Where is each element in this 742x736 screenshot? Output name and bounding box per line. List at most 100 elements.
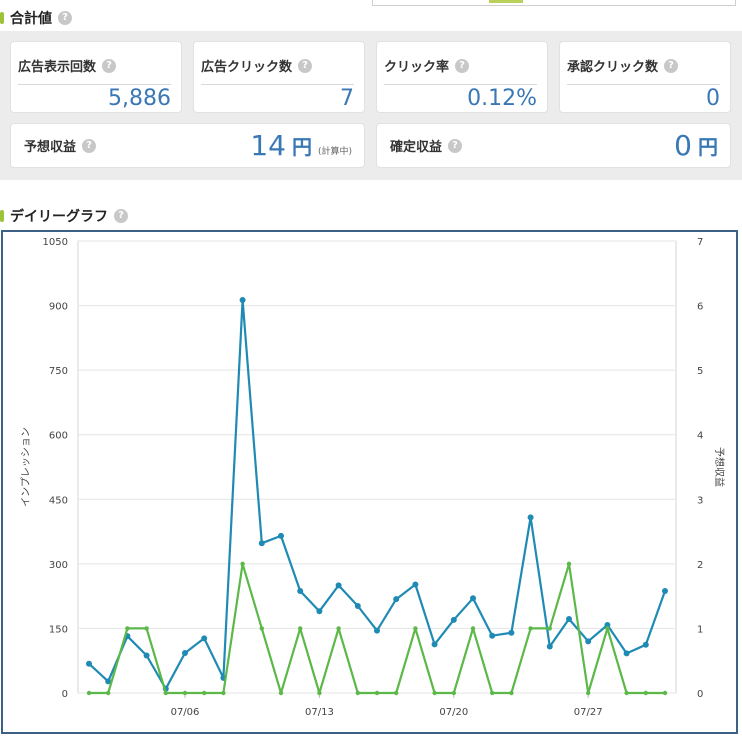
question-circle-icon[interactable]: ? [664,58,679,73]
y-right-tick-label: 0 [697,689,703,700]
question-circle-icon[interactable]: ? [102,58,117,73]
ad-clicks-card: 広告クリック数 ? 7 [193,41,365,113]
y-right-axis-label: 予想収益 [713,447,726,487]
impressions-data-point [316,608,323,615]
question-circle-icon[interactable]: ? [298,58,313,73]
plot-area [77,240,677,694]
revenue-data-point [528,626,533,631]
impressions-data-point [143,652,150,659]
impressions-data-point [239,296,246,303]
daily-chart: 0 150 300 450 600 750 900 1050 0 1 2 3 4 5 6 7 07/06 07/1… [20,237,726,718]
revenue-data-point [240,561,245,567]
y-left-tick-label: 900 [49,302,68,313]
x-tick-label: 07/13 [305,707,334,718]
ctr-label: クリック率 [384,60,450,75]
revenue-data-point [221,690,226,696]
question-circle-icon[interactable]: ? [448,138,463,153]
question-circle-icon[interactable]: ? [455,58,470,73]
active-tab-indicator [489,0,523,3]
impressions-data-point [450,616,457,623]
calculating-note: (計算中) [317,147,352,157]
estimated-revenue-amount: 14 円 (計算中) [250,124,352,167]
confirmed-revenue-label: 確定収益 [390,140,443,155]
revenue-data-point [86,690,92,696]
y-right-tick-label: 1 [697,624,703,635]
impressions-data-point [105,678,112,685]
approved-clicks-value: 0 [706,86,720,111]
approved-clicks-card: 承認クリック数 ? 0 [559,41,731,113]
impressions-data-point [354,603,361,610]
x-tick-label: 07/20 [439,707,468,718]
estimated-revenue-unit: 円 [291,135,312,159]
revenue-data-point [182,690,188,696]
estimated-revenue-value: 14 [250,129,286,162]
section-marker [0,12,4,24]
revenue-data-point [163,690,168,696]
question-circle-icon[interactable]: ? [58,11,72,25]
revenue-data-point [509,690,514,696]
summary-panel: 広告表示回数 ? 5,886 広告クリック数 ? 7 クリック率 ? 0.12%… [0,31,742,180]
revenue-data-point [662,690,668,696]
revenue-data-point [202,690,207,696]
impressions-data-point [662,587,668,594]
ad-clicks-label: 広告クリック数 [201,60,293,75]
revenue-data-point [355,690,360,696]
confirmed-revenue-amount: 0 円 [674,124,718,167]
y-right-tick-label: 3 [697,495,703,506]
impressions-data-point [566,615,572,622]
approved-clicks-label-wrap: 承認クリック数 ? [567,56,679,75]
summary-section-title: 合計値 ? [0,8,72,28]
impressions-data-point [623,650,630,657]
revenue-data-point [394,690,399,696]
impressions-data-point [470,595,476,602]
impressions-data-point [642,641,649,648]
y-right-tick-label: 7 [697,237,703,248]
card-divider [201,84,354,85]
card-divider [567,84,720,85]
impressions-data-point [182,649,188,656]
section-marker [0,210,4,222]
y-right-tick-label: 6 [697,302,703,313]
revenue-data-point [470,626,476,631]
revenue-data-point [643,690,648,696]
impressions-data-point [604,621,611,628]
confirmed-revenue-label-wrap: 確定収益 ? [390,124,463,167]
impressions-data-point [297,587,304,594]
revenue-data-point [374,690,380,696]
revenue-data-point [413,626,418,631]
y-left-tick-label: 0 [62,689,68,700]
estimated-revenue-label-wrap: 予想収益 ? [24,124,97,167]
question-circle-icon[interactable]: ? [82,138,97,153]
revenue-data-point [490,690,495,696]
confirmed-revenue-value: 0 [674,129,692,162]
daily-graph-title-text: デイリーグラフ [10,209,108,225]
summary-title-text: 合計値 [10,11,52,27]
y-right-tick-label: 4 [697,431,703,442]
revenue-data-point [144,626,149,631]
y-left-axis-label: インプレッション [20,427,32,507]
confirmed-revenue-card: 確定収益 ? 0 円 [376,123,731,168]
y-right-tick-label: 5 [697,366,703,377]
top-toolbar-remnant [372,0,736,6]
revenue-data-point [586,690,591,696]
impressions-data-point [335,582,342,589]
revenue-data-point [451,690,456,696]
impressions-data-point [278,532,284,539]
y-left-tick-label: 450 [49,495,68,506]
question-circle-icon[interactable]: ? [114,209,128,223]
impressions-value: 5,886 [108,86,171,111]
impressions-card: 広告表示回数 ? 5,886 [10,41,182,113]
y-left-tick-label: 1050 [43,237,68,248]
y-right-tick-label: 2 [697,560,703,571]
revenue-data-point [547,626,552,631]
revenue-data-point [125,626,130,631]
x-tick-label: 07/27 [574,707,603,718]
estimated-revenue-label: 予想収益 [24,140,77,155]
impressions-data-point [489,632,496,639]
x-tick-label: 07/06 [171,707,200,718]
estimated-revenue-card: 予想収益 ? 14 円 (計算中) [10,123,365,168]
impressions-data-point [508,629,515,636]
impressions-label: 広告表示回数 [18,60,97,75]
impressions-data-point [431,641,438,648]
card-divider [384,84,537,85]
